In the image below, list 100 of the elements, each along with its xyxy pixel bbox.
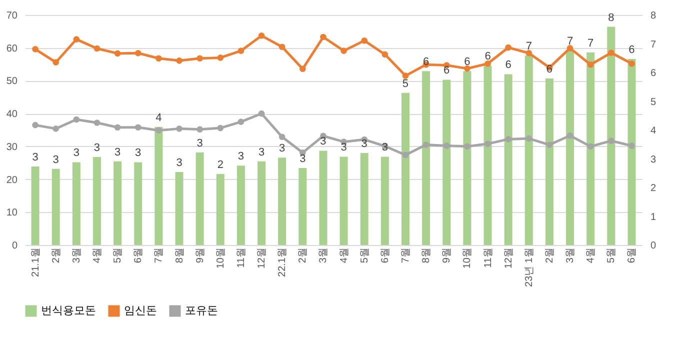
bar (31, 166, 40, 245)
bar (463, 71, 472, 245)
bar (586, 52, 595, 245)
x-tick-label: 6월 (380, 248, 391, 264)
point (278, 44, 286, 50)
point (258, 110, 265, 117)
x-tick-label: 2월 (298, 248, 309, 264)
point (320, 34, 326, 40)
x-tick-label: 5월 (112, 248, 124, 264)
point (94, 120, 100, 126)
x-tick-label: 9월 (194, 248, 206, 264)
y2-tick-label: 5 (650, 96, 656, 108)
x-tick-label: 6월 (133, 248, 144, 264)
point (566, 132, 574, 139)
point (443, 142, 450, 149)
bar (360, 153, 368, 245)
point (176, 58, 182, 64)
x-tick-label: 4월 (92, 248, 103, 264)
point (238, 48, 244, 54)
x-tick-label: 2월 (544, 248, 556, 264)
data-label: 3 (94, 142, 100, 154)
data-label: 3 (135, 147, 142, 160)
x-tick-label: 7월 (400, 248, 412, 264)
x-tick-label: 11월 (236, 248, 247, 268)
bar (566, 50, 574, 245)
x-tick-label: 3월 (565, 248, 576, 264)
x-tick-label: 22.1월 (277, 248, 288, 277)
point (114, 50, 121, 57)
x-tick-label: 23년 1월 (524, 248, 535, 287)
legend-label: 번식용모돈 (41, 305, 96, 317)
x-tick-label: 4월 (586, 248, 597, 264)
x-tick-label: 12월 (503, 248, 514, 269)
bar (114, 161, 122, 245)
point (196, 126, 203, 132)
bar (134, 162, 142, 245)
bar (607, 26, 616, 245)
bar (442, 80, 451, 245)
point (608, 50, 614, 56)
point (134, 50, 142, 56)
data-label: 3 (340, 142, 347, 154)
y2-tick-label: 7 (650, 39, 656, 50)
data-label: 3 (52, 154, 59, 166)
bar (52, 168, 60, 245)
point (484, 60, 491, 67)
point (73, 116, 80, 123)
x-tick-label: 21.1월 (30, 248, 42, 277)
data-label: 3 (300, 152, 306, 165)
point (526, 135, 532, 142)
y-tick-label: 0 (12, 240, 18, 252)
y2-tick-label: 1 (650, 212, 656, 223)
bar (340, 156, 348, 245)
data-label: 3 (176, 156, 182, 169)
bar (258, 161, 266, 245)
point (484, 140, 491, 147)
point (52, 126, 60, 132)
point (32, 46, 38, 52)
bar (524, 56, 533, 245)
point (94, 45, 100, 52)
data-label: 3 (361, 138, 368, 150)
x-tick-label: 10월 (215, 248, 226, 269)
point (196, 55, 203, 62)
data-label: 6 (484, 50, 491, 63)
bar (628, 58, 636, 245)
point (546, 142, 553, 148)
point (176, 126, 182, 132)
x-tick-label: 9월 (442, 248, 453, 264)
x-tick-label: 3월 (71, 248, 82, 264)
data-label: 6 (464, 56, 470, 68)
point (566, 45, 574, 52)
point (422, 142, 430, 148)
x-tick-label: 2월 (50, 248, 62, 264)
bar (545, 78, 554, 245)
data-label: 3 (258, 146, 265, 158)
data-label: 2 (217, 158, 224, 171)
data-label: 3 (73, 147, 80, 160)
point (217, 54, 224, 61)
data-label: 6 (628, 44, 635, 56)
bar (319, 150, 328, 245)
point (464, 143, 470, 150)
y-tick-label: 60 (6, 43, 18, 54)
y2-tick-label: 2 (650, 183, 656, 194)
point (134, 124, 142, 131)
point (628, 142, 635, 149)
point (526, 50, 532, 56)
point (258, 32, 265, 39)
x-tick-label: 8월 (174, 248, 186, 264)
bar (422, 71, 430, 245)
legend-label: 임신돈 (124, 305, 157, 317)
x-tick-label: 8월 (421, 248, 432, 264)
bar (216, 174, 224, 245)
x-tick-label: 12월 (256, 248, 268, 269)
point (402, 152, 409, 158)
point (114, 124, 121, 131)
bar (298, 168, 307, 245)
bar (278, 158, 286, 245)
bar (196, 152, 204, 245)
point (464, 65, 470, 72)
data-label: 3 (238, 150, 244, 163)
bar (72, 162, 80, 245)
point (32, 122, 38, 128)
